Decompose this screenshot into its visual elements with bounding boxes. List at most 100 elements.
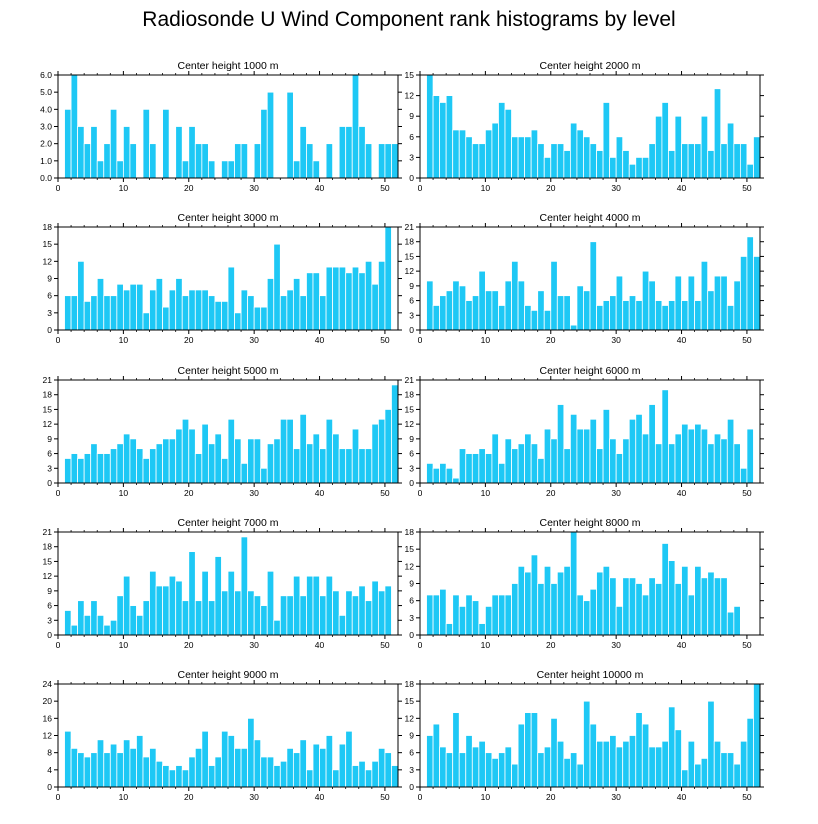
histogram-bar <box>426 280 434 331</box>
y-tick-label: 15 <box>405 696 415 706</box>
histogram-bar <box>674 115 682 179</box>
panel-title: Center height 2000 m <box>540 60 641 72</box>
histogram-bar <box>720 438 728 484</box>
x-tick-label: 50 <box>380 640 390 650</box>
histogram-bar <box>312 160 320 179</box>
x-tick-label: 0 <box>56 183 61 193</box>
histogram-bar <box>142 458 150 484</box>
y-tick-label: 3 <box>409 613 414 623</box>
x-tick-label: 20 <box>184 488 194 498</box>
histogram-bar <box>445 623 454 636</box>
histogram-bar <box>136 735 144 788</box>
histogram-bar <box>439 102 447 179</box>
histogram-bar <box>286 595 294 636</box>
histogram-bar <box>292 752 301 788</box>
histogram-bar <box>391 765 399 788</box>
histogram-bar <box>563 448 571 484</box>
histogram-bar <box>292 448 301 484</box>
histogram-bar <box>64 610 72 636</box>
x-tick-label: 10 <box>119 792 129 802</box>
histogram-bar <box>674 433 682 484</box>
histogram-bar <box>109 295 118 331</box>
y-tick-label: 6 <box>47 291 52 301</box>
histogram-bar <box>96 160 105 179</box>
histogram-bar <box>707 290 715 331</box>
histogram-bar <box>247 590 255 636</box>
histogram-bar <box>188 428 196 484</box>
y-tick-label: 12 <box>43 731 53 741</box>
histogram-bar <box>377 747 386 788</box>
histogram-bar <box>504 438 512 484</box>
y-tick-label: 15 <box>405 70 415 80</box>
histogram-bar <box>517 280 526 331</box>
histogram-bar <box>162 585 170 636</box>
histogram-bar <box>299 595 307 636</box>
histogram-bar <box>377 418 386 484</box>
histogram-bar <box>681 423 689 484</box>
histogram-bar <box>478 448 486 484</box>
histogram-bar <box>129 283 137 331</box>
histogram-bar <box>227 735 235 788</box>
histogram-bar <box>194 143 203 179</box>
y-tick-label: 12 <box>43 571 53 581</box>
histogram-bar <box>149 570 157 636</box>
histogram-bar <box>371 760 379 788</box>
histogram-bar <box>511 136 519 179</box>
y-tick-label: 6 <box>409 596 414 606</box>
y-tick-label: 3.0 <box>40 122 52 132</box>
histogram-bar <box>240 462 249 484</box>
histogram-bar <box>345 590 353 636</box>
histogram-bar <box>615 453 624 484</box>
histogram-bar <box>96 739 105 788</box>
histogram-bar <box>524 571 532 636</box>
histogram-bar <box>90 443 98 484</box>
histogram-bar <box>122 126 131 179</box>
histogram-bar <box>720 143 728 179</box>
y-tick-label: 21 <box>405 222 415 232</box>
histogram-bar <box>445 752 454 788</box>
histogram-bar <box>214 756 222 788</box>
histogram-bar <box>299 413 307 484</box>
x-tick-label: 10 <box>481 640 491 650</box>
histogram-bar <box>201 423 209 484</box>
histogram-bar <box>432 305 441 331</box>
histogram-bar <box>530 443 539 484</box>
histogram-bar <box>537 583 545 636</box>
histogram-bar <box>471 600 480 636</box>
histogram-bar <box>452 477 460 484</box>
histogram-bar <box>465 136 473 179</box>
histogram-panel: Center height 10000 m 0 3 6 9 12 15 18 0 10 20 30 40… <box>405 669 764 802</box>
histogram-bar <box>674 729 682 788</box>
histogram-bar <box>543 565 552 636</box>
histogram-bar <box>162 438 170 484</box>
histogram-bar <box>504 594 512 636</box>
histogram-bar <box>371 580 379 636</box>
histogram-bar <box>484 453 493 484</box>
histogram-bar <box>109 448 118 484</box>
histogram-bar <box>266 278 275 331</box>
histogram-bar <box>338 614 347 636</box>
histogram-bar <box>550 438 558 484</box>
y-tick-label: 18 <box>43 222 53 232</box>
histogram-bar <box>188 756 196 788</box>
histogram-bar <box>661 543 669 636</box>
histogram-bar <box>201 289 209 331</box>
histogram-bar <box>70 295 79 331</box>
histogram-bar <box>609 295 617 331</box>
histogram-panel: Center height 9000 m 0 4 8 12 16 20 24 0 10 20 30 40… <box>43 669 402 802</box>
histogram-bar <box>687 143 696 179</box>
histogram-bar <box>116 752 124 788</box>
histogram-bar <box>635 156 643 179</box>
histogram-bar <box>64 730 72 788</box>
histogram-bar <box>726 752 735 788</box>
histogram-bar <box>70 747 79 788</box>
histogram-bar <box>214 300 222 331</box>
histogram-bar <box>426 735 434 788</box>
histogram-bar <box>484 290 493 331</box>
histogram-bar <box>576 594 584 636</box>
histogram-bar <box>122 289 131 331</box>
histogram-panel: Center height 2000 m 0 3 6 9 12 15 0 10 20 30 40 50 <box>405 60 764 193</box>
y-tick-label: 0 <box>409 325 414 335</box>
histogram-bar <box>83 453 92 484</box>
histogram-bar <box>511 260 519 331</box>
